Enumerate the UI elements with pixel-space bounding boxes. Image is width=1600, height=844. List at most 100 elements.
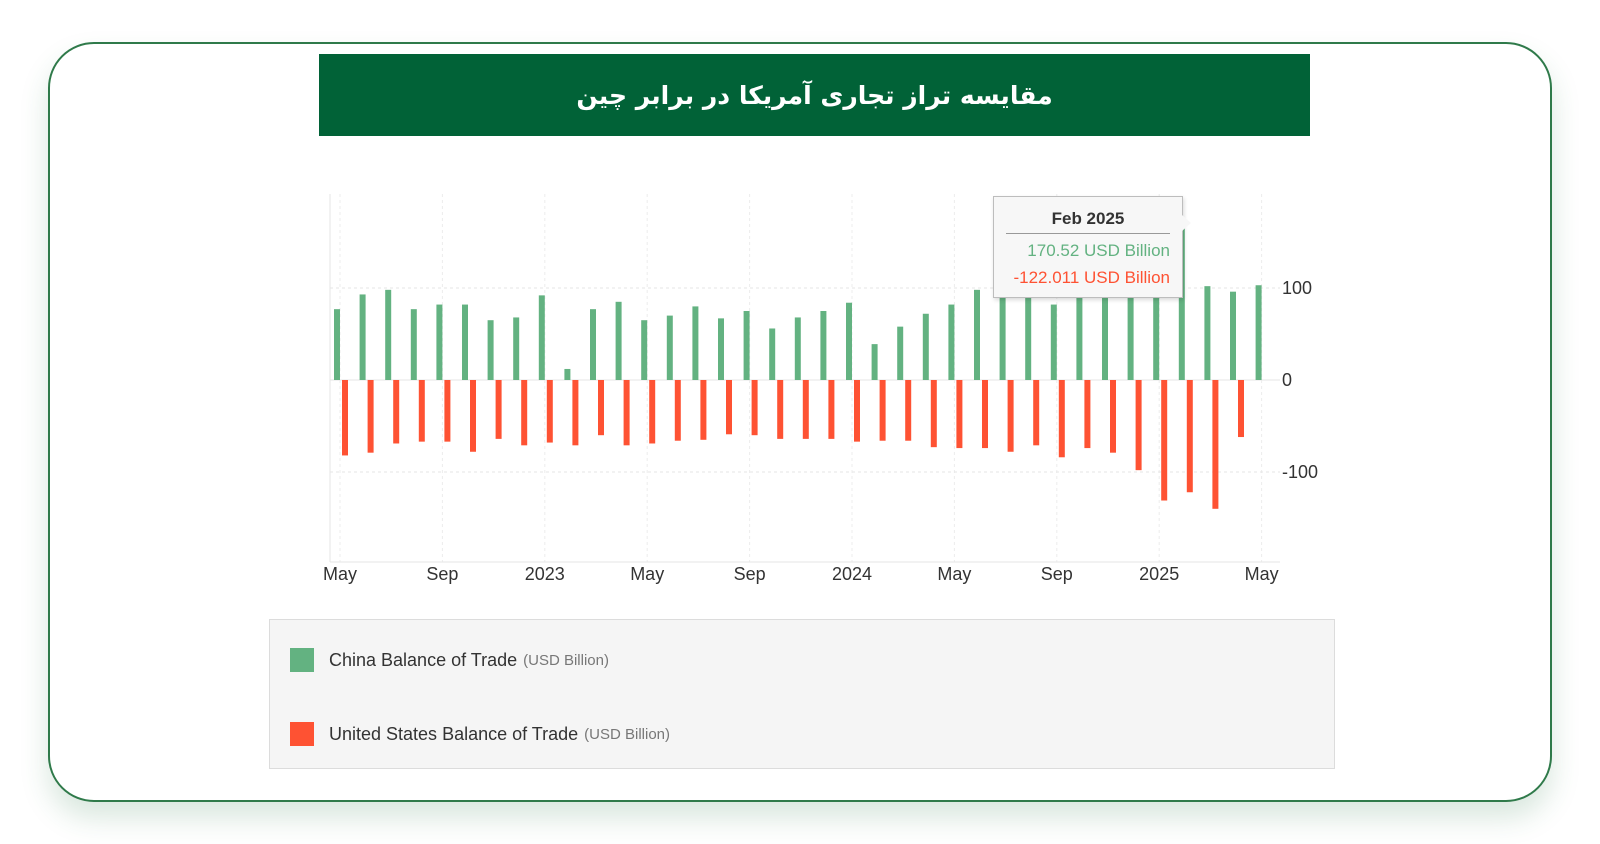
bar-us-26[interactable]: [1007, 380, 1014, 452]
bar-us-27[interactable]: [1033, 380, 1040, 446]
bar-us-17[interactable]: [777, 380, 784, 439]
bar-china-23[interactable]: [922, 313, 929, 380]
x-tick-label: 2025: [1139, 564, 1179, 584]
bar-china-27[interactable]: [1025, 296, 1032, 380]
bar-china-36[interactable]: [1255, 285, 1262, 380]
bar-china-9[interactable]: [564, 368, 571, 380]
bar-china-4[interactable]: [436, 304, 443, 380]
bar-us-34[interactable]: [1212, 380, 1219, 509]
bar-china-13[interactable]: [666, 315, 673, 380]
bar-china-26[interactable]: [999, 288, 1006, 380]
y-tick-label: 100: [1282, 278, 1312, 298]
x-tick-label: Sep: [1041, 564, 1073, 584]
bar-us-29[interactable]: [1084, 380, 1091, 449]
bar-us-15[interactable]: [726, 380, 732, 435]
x-tick-label: May: [937, 564, 971, 584]
bar-us-18[interactable]: [802, 380, 809, 439]
x-tick-label: May: [630, 564, 664, 584]
x-tick-label: May: [1245, 564, 1279, 584]
bar-china-17[interactable]: [769, 328, 776, 380]
bar-us-8[interactable]: [546, 380, 553, 443]
bar-china-5[interactable]: [462, 304, 468, 380]
bar-us-21[interactable]: [879, 380, 886, 441]
bar-us-12[interactable]: [649, 380, 656, 444]
bar-china-22[interactable]: [897, 326, 904, 380]
bar-us-16[interactable]: [751, 380, 758, 436]
bar-us-11[interactable]: [623, 380, 630, 446]
x-axis: May Sep 2023 May Sep 2024 May Sep 2025 May: [323, 564, 1279, 584]
chart-legend: China Balance of Trade (USD Billion) Uni…: [269, 619, 1335, 769]
bar-us-2[interactable]: [393, 380, 400, 444]
bar-us-9[interactable]: [572, 380, 579, 446]
bar-us-28[interactable]: [1058, 380, 1065, 458]
bar-china-18[interactable]: [794, 317, 801, 380]
bar-china-35[interactable]: [1230, 291, 1236, 380]
tooltip-china-value: 170.52 USD Billion: [1027, 241, 1170, 260]
bar-china-30[interactable]: [1102, 290, 1108, 380]
bar-us-31[interactable]: [1135, 380, 1142, 471]
bar-china-34[interactable]: [1204, 286, 1211, 380]
bar-china-31[interactable]: [1127, 283, 1134, 380]
bar-china-7[interactable]: [513, 317, 520, 380]
bar-china-1[interactable]: [359, 294, 366, 380]
y-tick-label: 0: [1282, 370, 1292, 390]
bar-us-24[interactable]: [956, 380, 963, 449]
legend-label-china: China Balance of Trade: [329, 649, 518, 670]
bar-china-10[interactable]: [590, 309, 596, 380]
bar-us-23[interactable]: [930, 380, 937, 448]
bar-us-7[interactable]: [521, 380, 528, 446]
bar-us-14[interactable]: [700, 380, 707, 440]
bar-china-14[interactable]: [692, 306, 699, 380]
bar-us-30[interactable]: [1110, 380, 1116, 453]
bar-china-20[interactable]: [846, 302, 852, 380]
bar-us-1[interactable]: [367, 380, 374, 453]
x-tick-label: May: [323, 564, 357, 584]
bar-us-4[interactable]: [444, 380, 451, 442]
bar-us-0[interactable]: [342, 380, 348, 456]
legend-item-us[interactable]: United States Balance of Trade (USD Bill…: [290, 722, 670, 746]
legend-unit-china: (USD Billion): [523, 651, 609, 669]
bar-china-24[interactable]: [948, 304, 955, 380]
bar-china-0[interactable]: [334, 309, 340, 380]
bar-china-6[interactable]: [487, 320, 494, 380]
legend-swatch-china: [290, 648, 314, 672]
chart-tooltip: Feb 2025 170.52 USD Billion -122.011 USD…: [993, 196, 1191, 298]
bar-china-33[interactable]: [1178, 223, 1185, 380]
bar-us-13[interactable]: [674, 380, 681, 441]
x-tick-label: Sep: [426, 564, 458, 584]
bar-china-28[interactable]: [1050, 304, 1057, 380]
bar-us-10[interactable]: [598, 380, 604, 436]
legend-item-china[interactable]: China Balance of Trade (USD Billion): [290, 648, 609, 672]
chart-bars: [334, 223, 1262, 509]
bar-us-19[interactable]: [828, 380, 835, 439]
bar-us-33[interactable]: [1186, 380, 1193, 493]
bar-us-35[interactable]: [1238, 380, 1244, 438]
tooltip-us-value: -122.011 USD Billion: [1013, 268, 1170, 287]
bar-us-25[interactable]: [982, 380, 988, 449]
bar-china-11[interactable]: [615, 301, 622, 380]
bar-china-8[interactable]: [538, 295, 545, 380]
bar-us-20[interactable]: [854, 380, 860, 442]
bar-us-5[interactable]: [470, 380, 476, 452]
bar-china-25[interactable]: [974, 289, 980, 380]
bar-china-29[interactable]: [1076, 293, 1083, 380]
bar-china-15[interactable]: [718, 318, 724, 380]
bar-us-6[interactable]: [495, 380, 502, 439]
x-tick-label: 2024: [832, 564, 872, 584]
legend-label-us: United States Balance of Trade: [329, 723, 579, 744]
legend-swatch-us: [290, 722, 314, 746]
bar-china-32[interactable]: [1153, 276, 1160, 380]
bar-china-16[interactable]: [743, 311, 750, 380]
tooltip-title: Feb 2025: [1006, 209, 1170, 234]
bar-china-21[interactable]: [871, 344, 878, 380]
legend-unit-us: (USD Billion): [584, 725, 671, 743]
bar-china-2[interactable]: [385, 289, 392, 380]
bar-us-22[interactable]: [905, 380, 912, 441]
bar-china-19[interactable]: [820, 311, 827, 380]
bar-us-3[interactable]: [418, 380, 425, 442]
bar-china-3[interactable]: [410, 309, 417, 380]
bar-us-32[interactable]: [1161, 380, 1168, 501]
bar-china-12[interactable]: [641, 320, 648, 380]
title-banner: مقایسه تراز تجاری آمریکا در برابر چین: [319, 54, 1310, 136]
